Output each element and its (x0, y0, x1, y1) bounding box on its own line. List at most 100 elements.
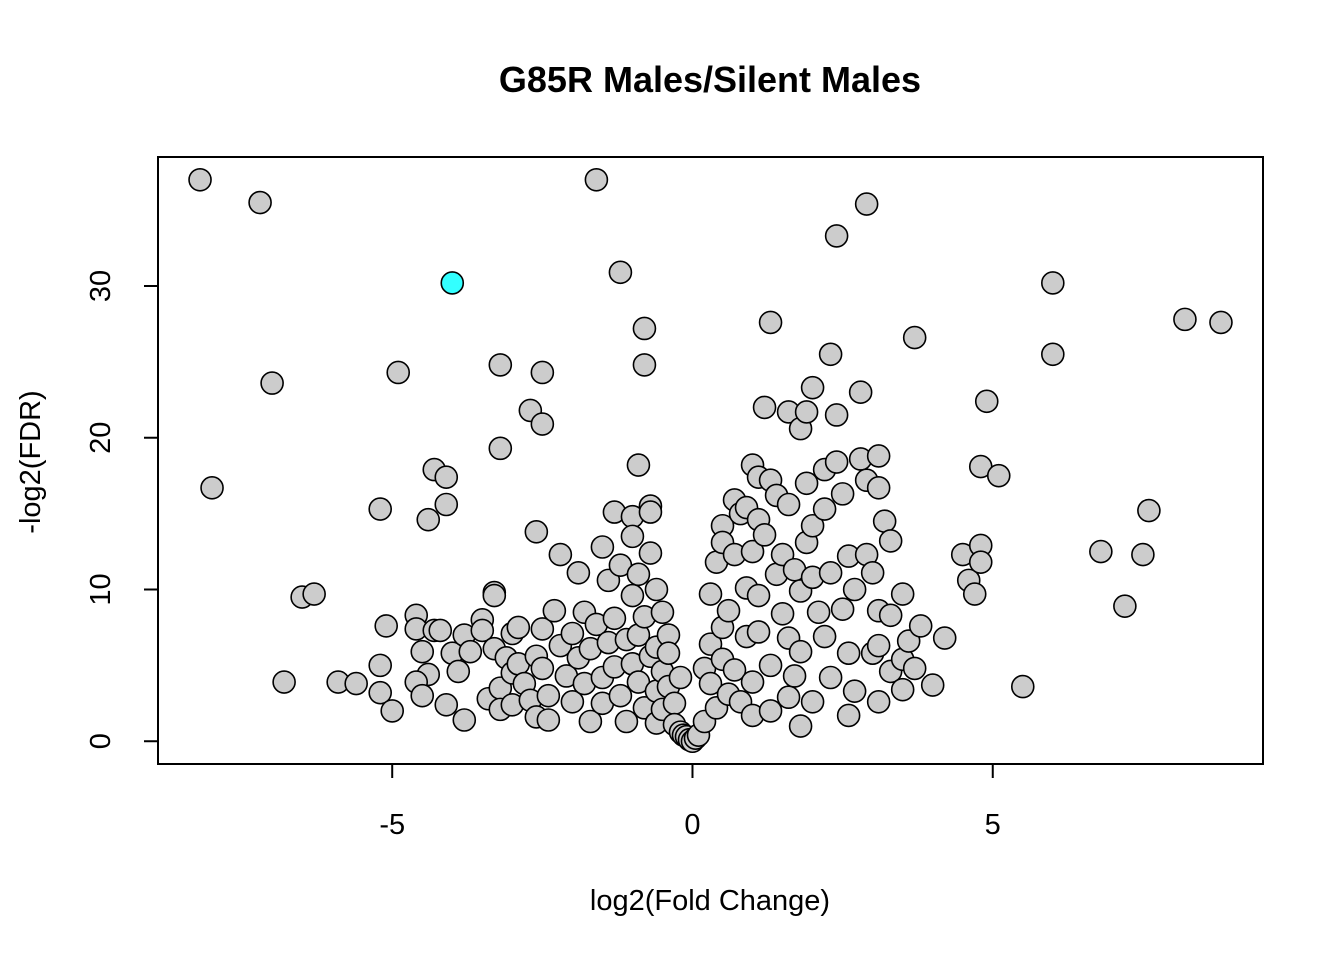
data-point (752, 395, 777, 420)
data-point (800, 375, 825, 400)
data-point (542, 598, 567, 623)
data-point (1209, 310, 1233, 335)
data-point (890, 582, 915, 606)
data-point (782, 664, 807, 688)
data-point (932, 626, 957, 650)
data-point (818, 665, 843, 690)
data-point (776, 492, 801, 517)
data-point (842, 577, 867, 602)
data-point (608, 683, 633, 708)
data-point (506, 615, 531, 640)
data-point (614, 709, 639, 734)
data-point (758, 653, 783, 678)
data-point (434, 465, 459, 489)
data-point (722, 658, 747, 682)
data-point (818, 342, 843, 367)
data-point (1137, 498, 1161, 523)
data-point (272, 670, 296, 694)
data-point (1010, 674, 1035, 699)
data-point (668, 665, 693, 690)
data-point (410, 639, 435, 664)
data-point (656, 641, 681, 666)
data-point (188, 167, 212, 192)
data-point (446, 659, 471, 684)
y-axis-label: -log2(FDR) (15, 390, 47, 533)
data-point (428, 618, 453, 643)
data-point (416, 507, 441, 532)
data-point (470, 618, 495, 643)
data-point (530, 412, 555, 436)
data-point (698, 671, 723, 696)
data-point (452, 708, 477, 732)
data-point (866, 689, 891, 714)
data-point (662, 691, 687, 716)
data-point (638, 500, 663, 524)
data-point (908, 614, 933, 638)
data-point (374, 614, 399, 638)
data-point (788, 639, 813, 664)
data-point (530, 656, 555, 681)
data-point (458, 639, 483, 664)
x-axis: -5 0 5 (379, 763, 1001, 841)
data-point (482, 583, 507, 608)
data-point (632, 353, 657, 377)
data-point (620, 583, 645, 608)
data-point (260, 371, 284, 395)
data-point (698, 582, 723, 606)
data-point (752, 523, 777, 547)
data-point (836, 703, 861, 728)
data-point (872, 509, 897, 534)
data-point (746, 583, 771, 608)
data-point (920, 673, 945, 697)
data-point (878, 529, 903, 553)
data-point (836, 641, 861, 666)
data-point (1131, 542, 1155, 567)
data-point (806, 600, 831, 625)
data-point (902, 325, 927, 350)
data-point (386, 360, 411, 385)
highlighted-data-point (440, 271, 465, 295)
data-point (830, 597, 855, 622)
data-point (620, 524, 645, 549)
y-tick-label: 0 (85, 733, 117, 749)
data-point (842, 679, 867, 703)
data-point (590, 535, 615, 559)
data-point (878, 603, 903, 628)
data-point (608, 260, 633, 285)
data-point (740, 670, 765, 694)
data-point (866, 476, 891, 500)
data-point (800, 513, 825, 538)
y-axis: 0 10 20 30 (85, 270, 159, 749)
data-point (902, 656, 927, 681)
data-point (818, 560, 843, 585)
data-point (302, 582, 326, 606)
data-point (758, 699, 783, 723)
data-point (716, 598, 741, 623)
data-point (746, 620, 771, 644)
data-point (632, 316, 657, 341)
data-point (626, 453, 651, 477)
data-point (866, 633, 891, 658)
data-point (962, 582, 987, 606)
data-point (824, 450, 849, 474)
data-point (644, 577, 669, 602)
data-point (824, 403, 849, 427)
data-point (776, 685, 801, 710)
data-point (344, 671, 368, 696)
data-point (860, 560, 885, 585)
data-point (1041, 271, 1065, 295)
data-point (530, 360, 555, 385)
data-point (584, 167, 609, 192)
data-point (578, 709, 603, 734)
y-tick-label: 10 (85, 573, 117, 605)
data-point (974, 389, 999, 414)
data-point (812, 624, 837, 649)
data-point (890, 677, 915, 702)
data-point (530, 617, 555, 641)
x-axis-label: log2(Fold Change) (590, 885, 830, 917)
data-point (968, 550, 993, 574)
x-tick-label: 0 (684, 809, 700, 841)
data-point (740, 539, 765, 564)
data-point (824, 224, 849, 248)
